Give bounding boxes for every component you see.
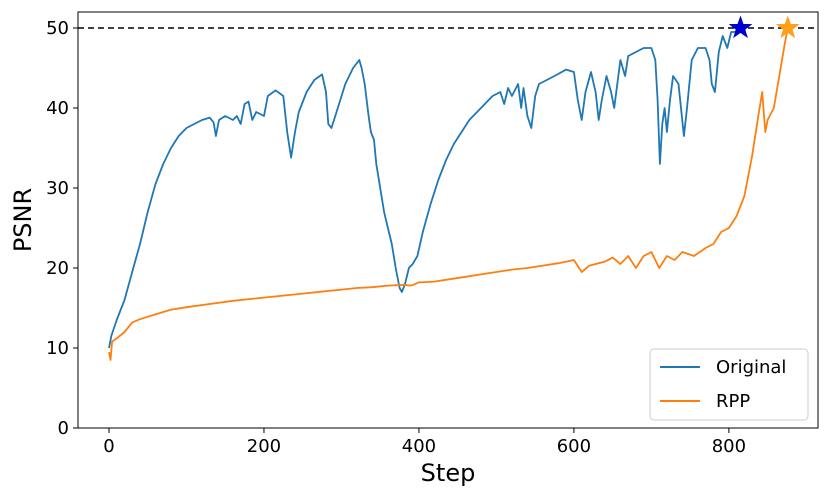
- axes: 0 200 400 600 800 0 10 20 30 40 50: [46, 11, 819, 457]
- x-tick-label: 400: [402, 436, 436, 457]
- star-marker-1: [775, 15, 800, 39]
- x-axis-title: Step: [421, 459, 476, 487]
- plot-frame: [77, 11, 819, 429]
- legend: Original RPP: [649, 348, 809, 421]
- legend-label-0: Original: [716, 357, 786, 378]
- x-tick-label: 0: [103, 436, 114, 457]
- series-line-1: [108, 27, 789, 361]
- series-line-0: [108, 27, 742, 349]
- y-tick-label: 0: [58, 418, 69, 439]
- y-tick-label: 20: [46, 258, 69, 279]
- y-tick-label: 30: [46, 178, 69, 199]
- plot-area: [78, 15, 818, 361]
- y-tick-label: 40: [46, 98, 69, 119]
- x-tick-label: 800: [712, 436, 746, 457]
- x-tick-label: 600: [557, 436, 591, 457]
- star-marker-0: [728, 15, 753, 39]
- y-tick-label: 50: [46, 18, 69, 39]
- legend-label-1: RPP: [716, 391, 750, 412]
- x-tick-label: 200: [247, 436, 281, 457]
- y-axis-title: PSNR: [9, 188, 37, 252]
- y-tick-label: 10: [46, 338, 69, 359]
